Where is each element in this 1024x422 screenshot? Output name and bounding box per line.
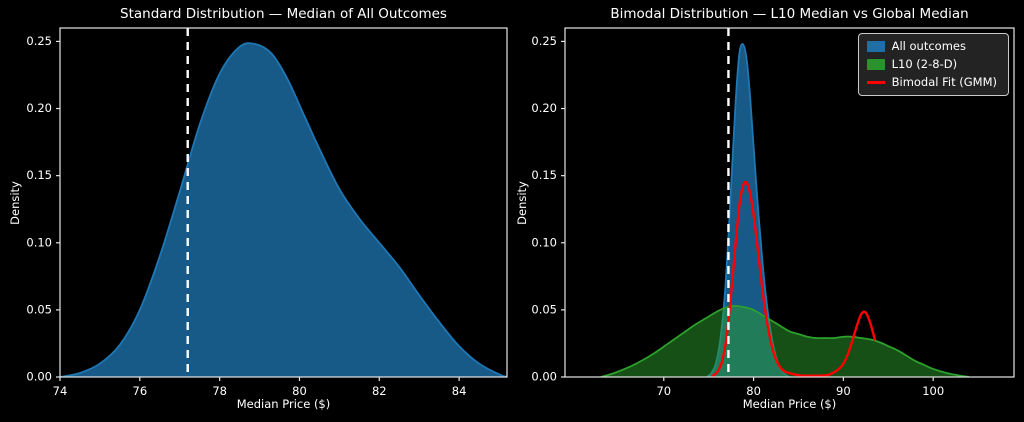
plot-area [600,28,970,377]
legend-swatch-bimodal-fit [866,81,885,84]
legend-label-l10: L10 (2-8-D) [891,57,958,71]
svg-text:82: 82 [372,384,387,398]
svg-text:0.05: 0.05 [26,302,52,316]
svg-text:80: 80 [746,384,761,398]
plot-border [59,27,508,378]
legend-label-all-outcomes: All outcomes [891,39,966,53]
y-axis-ticks: 0.00 0.05 0.10 0.15 0.20 0.25 [531,34,565,384]
svg-text:0.25: 0.25 [531,34,557,48]
left-chart-title: Standard Distribution — Median of All Ou… [120,6,447,22]
x-axis-ticks: 74 76 78 80 82 84 [53,377,467,398]
legend-item-all-outcomes: All outcomes [866,39,997,53]
legend-swatch-l10 [866,59,885,70]
plot-border [564,27,1015,378]
series-area-all-outcomes [60,43,507,377]
plot-area [60,28,507,377]
right-chart-xlabel: Median Price ($) [742,397,837,411]
svg-text:0.15: 0.15 [26,168,52,182]
svg-text:84: 84 [452,384,467,398]
chart-standard-distribution: 74 76 78 80 82 84 0.00 0.05 0.10 0.15 0.20 0.25 [26,27,508,398]
legend-item-l10: L10 (2-8-D) [866,57,997,71]
y-axis-ticks: 0.00 0.05 0.10 0.15 0.20 0.25 [26,34,60,384]
legend-item-bimodal-fit: Bimodal Fit (GMM) [866,75,997,89]
svg-text:0.15: 0.15 [531,168,557,182]
svg-text:80: 80 [292,384,307,398]
series-line-bimodal-fit-gmm [711,180,877,377]
left-chart-ylabel: Density [8,181,22,225]
legend: All outcomes L10 (2-8-D) Bimodal Fit (GM… [857,33,1009,96]
legend-swatch-all-outcomes [866,41,885,52]
svg-text:90: 90 [836,384,851,398]
series-edge-l10-2-8-d [600,304,970,377]
svg-text:0.10: 0.10 [531,235,557,249]
series-edge-all-outcomes [60,42,507,377]
svg-text:0.00: 0.00 [26,370,52,384]
svg-text:76: 76 [133,384,148,398]
svg-text:78: 78 [212,384,227,398]
svg-text:0.25: 0.25 [26,34,52,48]
svg-text:0.20: 0.20 [531,101,557,115]
right-chart-ylabel: Density [515,181,529,225]
svg-text:0.00: 0.00 [531,370,557,384]
right-chart-title: Bimodal Distribution — L10 Median vs Glo… [610,6,969,22]
svg-text:0.05: 0.05 [531,302,557,316]
svg-text:74: 74 [53,384,68,398]
svg-text:0.20: 0.20 [26,101,52,115]
series-area-all-outcomes [706,44,790,377]
left-chart-xlabel: Median Price ($) [236,397,331,411]
chart-bimodal-distribution: 70 80 90 100 0.00 0.05 0.10 0.15 0.20 0.25 [531,27,1015,398]
svg-text:0.10: 0.10 [26,235,52,249]
svg-text:70: 70 [656,384,671,398]
svg-text:100: 100 [922,384,944,398]
legend-label-bimodal-fit: Bimodal Fit (GMM) [891,75,997,89]
series-area-l10-2-8-d [600,305,970,377]
x-axis-ticks: 70 80 90 100 [656,377,944,398]
